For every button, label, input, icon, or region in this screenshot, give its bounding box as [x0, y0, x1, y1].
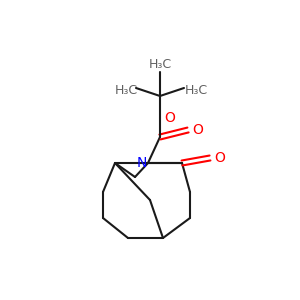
- Text: H₃C: H₃C: [148, 58, 172, 70]
- Text: O: O: [165, 111, 176, 125]
- Text: O: O: [214, 151, 225, 165]
- Text: H₃C: H₃C: [114, 83, 138, 97]
- Text: O: O: [193, 123, 203, 137]
- Text: N: N: [137, 156, 147, 170]
- Text: H₃C: H₃C: [184, 83, 208, 97]
